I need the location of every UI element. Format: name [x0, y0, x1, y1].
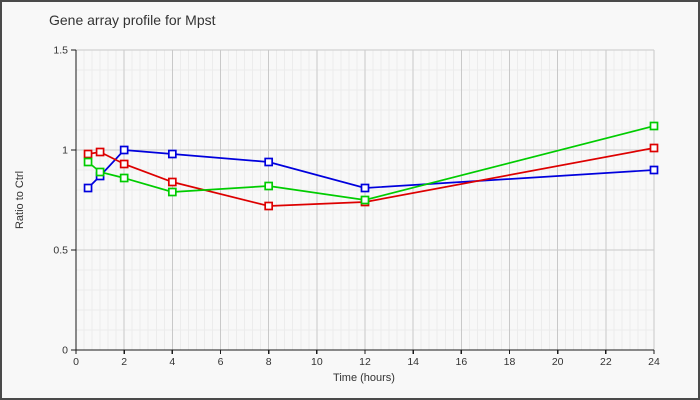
svg-text:6: 6 [218, 356, 224, 368]
svg-text:0: 0 [73, 356, 79, 368]
svg-text:12: 12 [359, 356, 371, 368]
svg-text:1.5: 1.5 [53, 45, 68, 57]
x-axis-title: Time (hours) [333, 372, 395, 384]
svg-text:16: 16 [455, 356, 467, 368]
svg-text:20: 20 [552, 356, 564, 368]
svg-text:22: 22 [600, 356, 612, 368]
svg-text:2: 2 [121, 356, 127, 368]
svg-text:14: 14 [407, 356, 419, 368]
svg-text:1: 1 [62, 145, 68, 157]
svg-text:10: 10 [311, 356, 323, 368]
axes [71, 49, 655, 354]
svg-text:18: 18 [504, 356, 516, 368]
green-series [83, 121, 659, 205]
chart-title: Gene array profile for Mpst [49, 12, 216, 28]
svg-text:24: 24 [648, 356, 660, 368]
svg-text:0.5: 0.5 [53, 245, 68, 257]
svg-text:0: 0 [62, 345, 68, 357]
svg-text:8: 8 [266, 356, 272, 368]
series-group [83, 121, 659, 211]
svg-text:4: 4 [169, 356, 175, 368]
